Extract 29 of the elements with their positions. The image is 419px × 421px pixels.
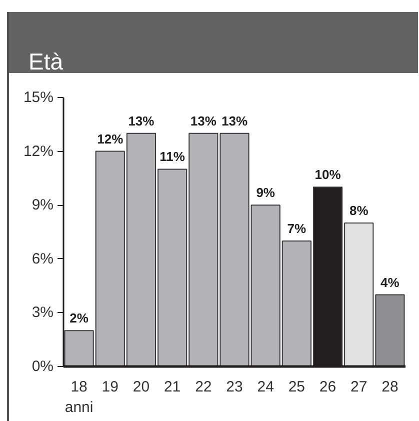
- x-tick-label: 28: [382, 378, 398, 396]
- data-label: 4%: [380, 274, 400, 290]
- x-tick-label: 26: [319, 378, 336, 396]
- data-label: 13%: [128, 113, 155, 128]
- y-tick-label: 6%: [32, 250, 54, 268]
- x-tick-label: 27: [350, 378, 368, 396]
- y-tick-label: 9%: [32, 196, 54, 214]
- data-label: 8%: [349, 203, 369, 218]
- data-label: 2%: [70, 310, 89, 326]
- data-label: 7%: [287, 220, 307, 236]
- x-tick-label: 20: [132, 378, 150, 396]
- x-tick-label: 18 anni: [64, 378, 94, 416]
- x-tick-label: 19: [102, 378, 118, 396]
- x-tick-label: 25: [288, 378, 306, 396]
- y-tick-label: 15%: [23, 89, 54, 106]
- data-label: 13%: [221, 113, 248, 128]
- data-label: 10%: [314, 167, 342, 182]
- y-tick-label: 0%: [32, 358, 54, 375]
- x-tick-label: 23: [226, 378, 243, 396]
- y-tick-label: 3%: [32, 304, 54, 322]
- y-tick-label: 12%: [23, 142, 54, 160]
- data-label: 12%: [97, 131, 124, 146]
- chart-title: Età: [28, 48, 64, 74]
- x-tick-label: 21: [164, 378, 181, 396]
- data-label: 13%: [190, 113, 217, 128]
- data-label: 9%: [256, 185, 276, 200]
- data-label: 11%: [160, 149, 186, 164]
- x-tick-label: 22: [195, 378, 212, 396]
- x-tick-label: 24: [257, 378, 274, 396]
